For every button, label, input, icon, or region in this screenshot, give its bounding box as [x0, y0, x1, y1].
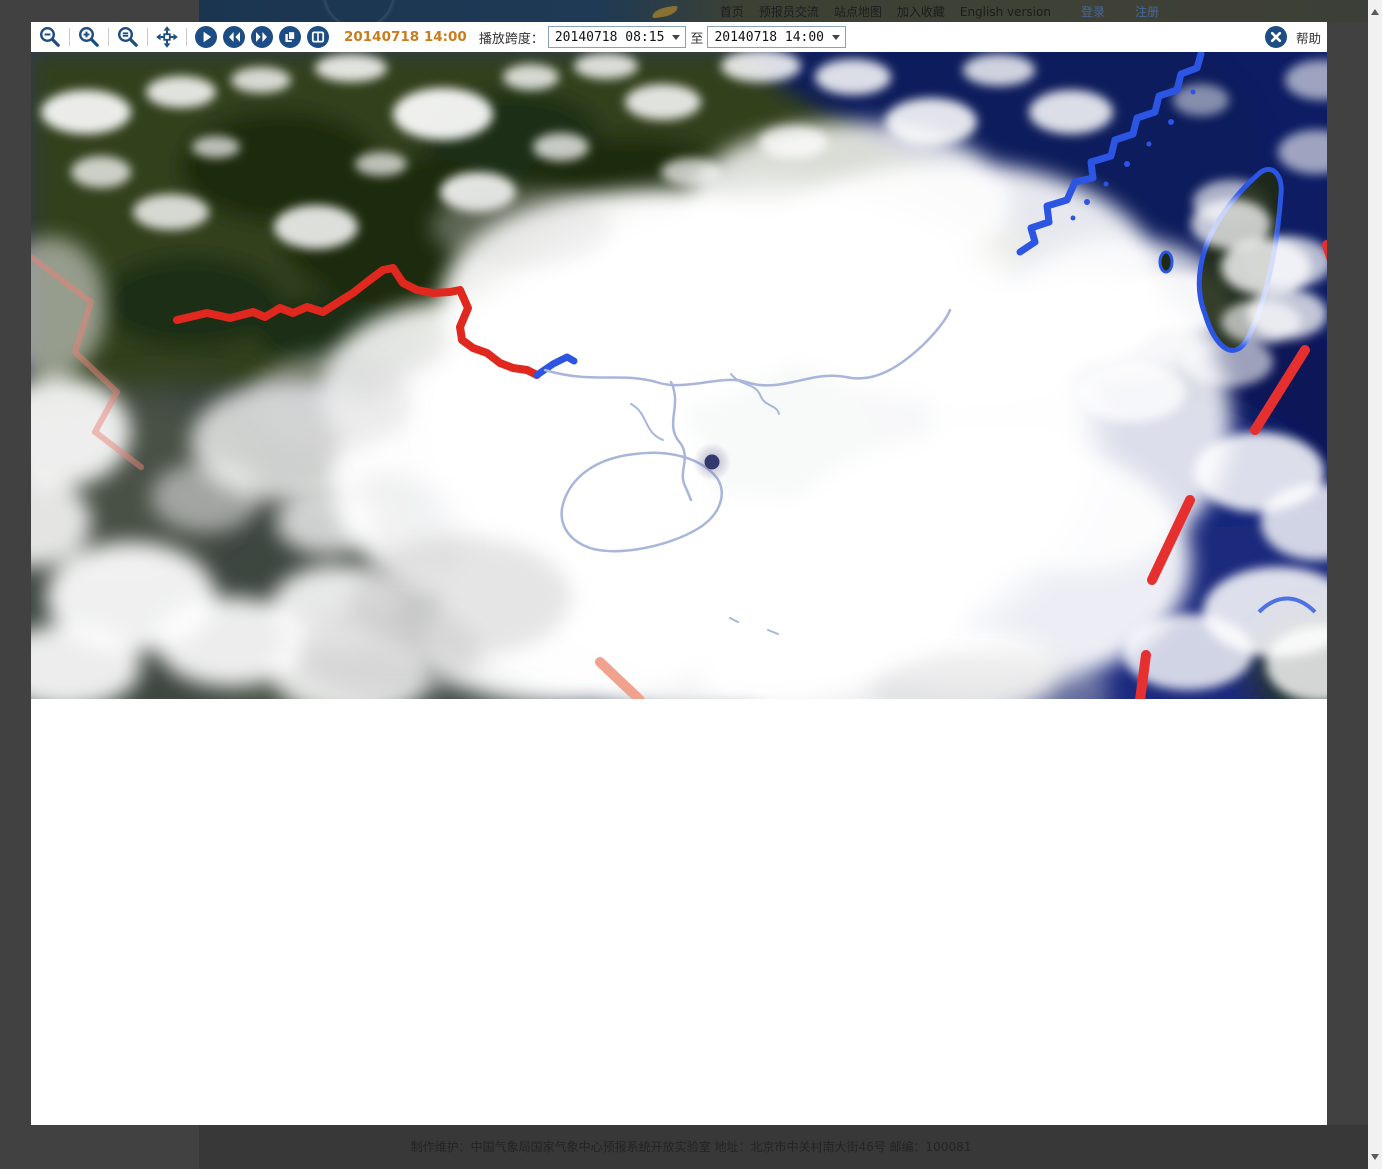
scrollbar-down-arrow-icon[interactable] [1371, 1154, 1379, 1164]
current-frame-datetime: 20140718 14:00 [344, 29, 467, 45]
help-link[interactable]: 帮助 [1295, 30, 1321, 46]
toolbar-separator [108, 28, 109, 46]
header-logo-bird [651, 5, 679, 19]
satellite-image-graphic [31, 52, 1327, 699]
play-span-label: 播放跨度： [478, 31, 544, 47]
close-icon [1264, 26, 1287, 48]
header-earth-graphic [314, 0, 404, 22]
scrollbar-up-arrow-icon[interactable] [1371, 5, 1379, 15]
nav-forecaster-exchange[interactable]: 预报员交流 [758, 5, 819, 19]
satellite-map-canvas[interactable] [31, 52, 1327, 699]
step-back-icon [223, 26, 245, 48]
close-button[interactable] [1264, 25, 1288, 49]
range-end-select[interactable]: 20140718 14:00 [707, 26, 847, 48]
zoom-reset-button[interactable] [116, 25, 140, 49]
step-forward-button[interactable] [250, 25, 274, 49]
range-to-label: 至 [690, 31, 704, 47]
pan-button[interactable] [155, 25, 179, 49]
typhoon-eye-dot [704, 454, 720, 470]
zoom-out-button[interactable] [38, 25, 62, 49]
step-forward-icon [251, 26, 273, 48]
dropdown-arrow-icon [672, 35, 681, 44]
toolbar-separator [147, 28, 148, 46]
play-icon [195, 26, 217, 48]
nav-add-favorite[interactable]: 加入收藏 [896, 5, 945, 19]
range-end-value: 20140718 14:00 [714, 29, 825, 45]
viewer-toolbar: 20140718 14:00 播放跨度： 20140718 08:15 至 20… [31, 22, 1327, 52]
site-footer-band [199, 1125, 1369, 1169]
copy-frame-icon [279, 26, 301, 48]
zoom-in-button[interactable] [77, 25, 101, 49]
zoom-reset-icon [117, 26, 138, 47]
site-header: 首页 预报员交流 站点地图 加入收藏 English version 登录 注册 [199, 0, 1369, 22]
toolbar-right-group: 帮助 [1262, 25, 1327, 49]
satellite-viewer-dialog: 20140718 14:00 播放跨度： 20140718 08:15 至 20… [31, 22, 1327, 1125]
report-icon [307, 26, 329, 48]
range-start-value: 20140718 08:15 [554, 29, 665, 45]
pan-icon [156, 26, 178, 48]
range-start-select[interactable]: 20140718 08:15 [547, 26, 687, 48]
report-button[interactable] [306, 25, 330, 49]
top-nav: 首页 预报员交流 站点地图 加入收藏 English version 登录 注册 [705, 3, 1159, 20]
copy-frame-button[interactable] [278, 25, 302, 49]
play-button[interactable] [194, 25, 218, 49]
zoom-out-icon [39, 26, 60, 47]
footer-info-line: 制作维护：中国气象局国家气象中心预报系统开放实验室 地址：北京市中关村南大街46… [410, 1140, 972, 1154]
dropdown-arrow-icon [832, 35, 841, 44]
page-scrollbar[interactable] [1368, 0, 1382, 1169]
zoom-in-icon [78, 26, 99, 47]
nav-home[interactable]: 首页 [719, 5, 744, 19]
step-back-button[interactable] [222, 25, 246, 49]
nav-english-version[interactable]: English version [959, 4, 1051, 19]
toolbar-separator [186, 28, 187, 46]
nav-login[interactable]: 登录 [1080, 5, 1105, 19]
toolbar-separator [69, 28, 70, 46]
nav-sitemap[interactable]: 站点地图 [833, 5, 882, 19]
nav-register[interactable]: 注册 [1134, 5, 1159, 19]
